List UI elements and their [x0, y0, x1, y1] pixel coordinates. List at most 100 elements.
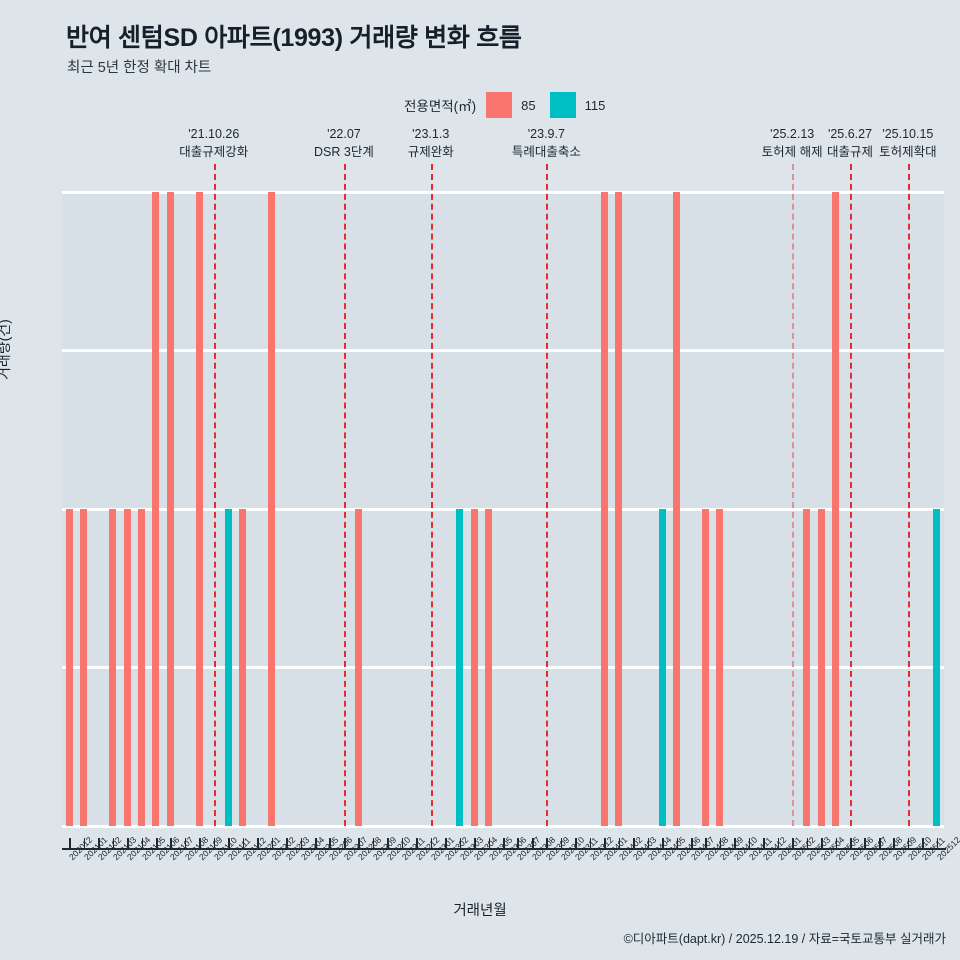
event-label: 특례대출축소: [511, 144, 581, 159]
event-annotation: '21.10.26 대출규제강화: [144, 126, 284, 162]
x-tick: [170, 838, 173, 849]
x-tick: [864, 838, 867, 849]
bar: [817, 509, 825, 826]
event-line: [907, 164, 910, 826]
bar: [615, 192, 623, 826]
x-tick: [271, 838, 274, 849]
event-date: '25.2.13: [770, 127, 815, 141]
event-label: DSR 3단계: [314, 144, 374, 159]
x-tick: [358, 838, 360, 849]
x-tick: [184, 838, 187, 849]
event-date: '23.9.7: [527, 127, 565, 141]
x-tick: [719, 838, 722, 849]
event-date: '21.10.26: [188, 127, 240, 141]
legend-title: 전용면적(㎡): [404, 99, 477, 114]
x-tick: [647, 838, 650, 849]
x-tick: [155, 838, 158, 849]
x-tick: [546, 838, 548, 849]
x-tick: [734, 838, 736, 849]
x-tick: [792, 838, 794, 849]
x-tick: [777, 838, 780, 849]
legend-label-85: 85: [521, 97, 536, 113]
event-line: [343, 164, 346, 826]
event-line: [546, 164, 549, 826]
x-tick: [705, 838, 708, 849]
x-tick: [922, 838, 924, 849]
bar: [109, 509, 117, 826]
legend-label-115: 115: [584, 97, 606, 113]
x-tick: [315, 838, 317, 849]
gridline: [62, 666, 944, 669]
x-axis-label: 거래년월: [453, 903, 507, 919]
event-line: [850, 164, 853, 826]
x-tick: [488, 838, 491, 849]
x-tick: [69, 838, 71, 849]
bar: [354, 509, 362, 826]
event-annotation: '25.6.27 대출규제: [780, 126, 920, 162]
x-tick: [83, 838, 86, 849]
bar: [166, 192, 174, 826]
event-annotation: '23.1.3 규제완화: [361, 126, 501, 162]
x-tick: [141, 838, 144, 849]
event-label: 규제완화: [407, 144, 454, 159]
bar: [485, 509, 493, 826]
bar: [470, 509, 478, 826]
x-tick: [372, 838, 375, 849]
event-annotation: '25.2.13 토허제 해제: [722, 126, 862, 162]
event-date: '22.07: [327, 127, 361, 141]
x-tick: [300, 838, 303, 849]
event-label: 토허제확대: [879, 144, 937, 159]
bar: [701, 509, 709, 826]
x-tick: [748, 838, 751, 849]
event-line: [430, 164, 433, 826]
event-annotation: '22.07 DSR 3단계: [274, 126, 414, 162]
x-tick: [329, 838, 332, 849]
x-tick: [878, 838, 881, 849]
footer-credit: ©디아파트(dapt.kr) / 2025.12.19 / 자료=국토교통부 실…: [623, 932, 946, 946]
legend-swatch-85: [486, 92, 513, 118]
page-subtitle: 최근 5년 한정 확대 차트: [67, 60, 212, 76]
x-tick: [199, 838, 201, 849]
bar: [716, 509, 724, 826]
event-date: '23.1.3: [412, 127, 450, 141]
event-label: 토허제 해제: [761, 144, 823, 159]
bar: [456, 509, 464, 826]
event-date: '25.6.27: [827, 127, 873, 141]
x-tick: [821, 838, 823, 849]
x-tick: [213, 838, 216, 849]
event-annotation: '23.9.7 특례대출축소: [476, 126, 616, 162]
x-tick: [517, 838, 520, 849]
x-tick: [633, 838, 635, 849]
event-annotation: '25.10.15 토허제확대: [838, 126, 960, 162]
x-tick: [662, 838, 664, 849]
x-tick: [416, 838, 418, 849]
x-tick: [893, 838, 895, 849]
x-tick: [228, 838, 230, 849]
bar: [600, 192, 608, 826]
x-tick: [936, 838, 939, 849]
gridline: [62, 507, 944, 511]
plot-area: 0.00.51.01.52.0'21.10.26대출규제강화'22.07DSR …: [62, 127, 944, 828]
x-tick: [806, 838, 809, 849]
bar: [80, 509, 88, 826]
x-tick: [589, 838, 592, 849]
x-tick: [98, 838, 100, 849]
x-tick: [343, 838, 346, 849]
y-axis-label: 거래량(건): [0, 319, 12, 380]
bar: [123, 509, 131, 826]
x-tick: [474, 838, 476, 849]
x-tick: [850, 838, 852, 849]
bar: [658, 509, 666, 826]
bar: [832, 192, 840, 826]
x-tick: [387, 838, 389, 849]
x-tick: [618, 838, 621, 849]
bar: [933, 509, 941, 826]
gridline: [62, 190, 944, 194]
x-tick: [531, 838, 534, 849]
x-tick: [257, 838, 259, 849]
bar: [152, 192, 160, 826]
x-tick: [286, 838, 288, 849]
event-line: [792, 164, 795, 826]
gridline: [62, 824, 944, 828]
x-tick: [127, 838, 129, 849]
